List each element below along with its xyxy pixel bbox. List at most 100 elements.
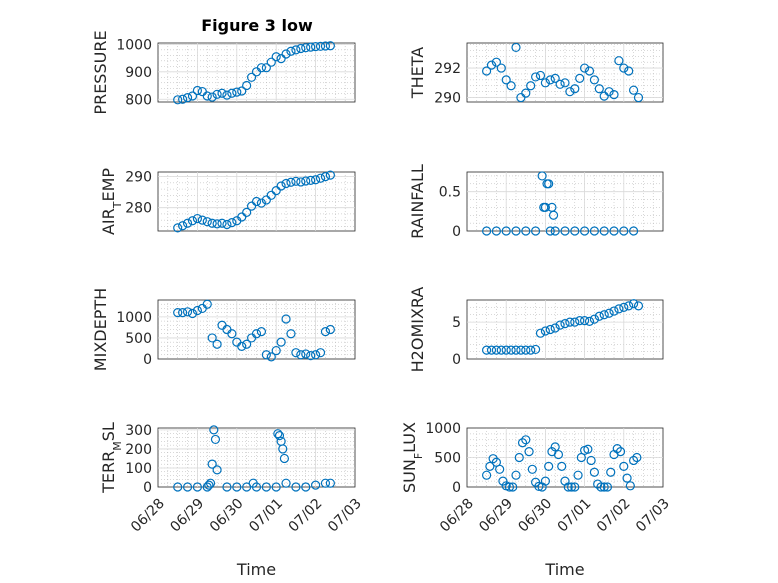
- data-point: [276, 54, 286, 64]
- data-point: [182, 218, 193, 228]
- data-point: [511, 470, 521, 480]
- y-tick-label: 280: [125, 201, 152, 217]
- data-point: [485, 461, 495, 471]
- data-point: [286, 329, 296, 339]
- data-point: [242, 80, 252, 91]
- y-axis-label: AIRTEMP: [99, 168, 124, 235]
- data-point: [511, 345, 521, 355]
- data-point: [256, 63, 267, 73]
- data-point: [619, 63, 629, 73]
- series-markers: [482, 171, 639, 236]
- series-markers: [482, 435, 642, 492]
- y-tick-label: 1000: [116, 37, 152, 53]
- data-point: [517, 438, 528, 448]
- data-point: [628, 226, 639, 236]
- data-point: [498, 476, 508, 486]
- data-point: [251, 482, 262, 492]
- data-point: [482, 470, 492, 480]
- y-axis-label: TERRMSL: [99, 422, 124, 494]
- data-point: [291, 45, 301, 55]
- data-point: [516, 345, 526, 355]
- data-point: [212, 339, 222, 349]
- data-point: [589, 467, 600, 477]
- data-point: [311, 350, 321, 360]
- data-point: [278, 444, 288, 454]
- x-tick-label: 06/28: [437, 496, 477, 536]
- data-point: [496, 63, 506, 73]
- data-point: [320, 478, 331, 488]
- data-point: [540, 476, 551, 486]
- y-tick-label: 500: [434, 451, 461, 467]
- data-point: [173, 482, 183, 492]
- data-point: [570, 317, 580, 327]
- data-point: [222, 219, 232, 230]
- data-point: [237, 341, 247, 351]
- data-point: [261, 350, 271, 360]
- data-point: [632, 452, 642, 463]
- data-point: [266, 57, 276, 67]
- y-tick-label: 300: [125, 423, 152, 439]
- y-tick-label: 200: [125, 442, 152, 458]
- data-point: [589, 226, 600, 236]
- y-axis-label: RAINFALL: [408, 164, 427, 239]
- data-point: [548, 210, 559, 220]
- data-point: [550, 226, 560, 236]
- data-point: [589, 314, 600, 324]
- data-point: [604, 87, 614, 97]
- data-point: [261, 195, 271, 205]
- data-point: [251, 329, 262, 339]
- x-tick-label: 06/28: [128, 496, 168, 536]
- data-point: [256, 198, 267, 208]
- data-point: [178, 94, 188, 104]
- data-point: [544, 179, 554, 189]
- data-point: [227, 88, 237, 98]
- data-point: [204, 480, 214, 490]
- data-point: [501, 75, 511, 85]
- axes-box: [466, 171, 664, 232]
- data-point: [526, 345, 536, 355]
- data-point: [246, 72, 257, 82]
- subplot-6: 0 5 H2OMIXRA: [408, 287, 664, 372]
- data-point: [266, 190, 276, 200]
- data-point: [579, 63, 590, 73]
- data-point: [557, 461, 567, 471]
- data-point: [301, 482, 311, 492]
- subplot-2: 290 292 THETA: [408, 42, 664, 107]
- data-point: [589, 75, 600, 85]
- data-point: [563, 482, 573, 492]
- data-point: [633, 92, 644, 103]
- data-point: [173, 308, 183, 318]
- y-tick-label: 1000: [425, 421, 461, 437]
- data-point: [276, 181, 286, 191]
- x-tick-label: 07/01: [246, 496, 286, 536]
- data-point: [246, 201, 257, 211]
- data-point: [511, 226, 521, 236]
- y-tick-label: 500: [125, 331, 152, 347]
- data-point: [178, 221, 188, 231]
- data-point: [227, 329, 237, 339]
- data-point: [622, 473, 632, 483]
- data-point: [495, 464, 505, 474]
- data-point: [573, 470, 583, 480]
- data-point: [296, 43, 306, 54]
- data-point: [306, 175, 316, 185]
- data-point: [534, 481, 544, 492]
- y-axis-label: THETA: [408, 47, 427, 99]
- y-tick-label: 100: [125, 461, 152, 477]
- data-point: [550, 442, 560, 452]
- data-point: [311, 175, 321, 185]
- data-point: [553, 449, 564, 460]
- axes-box: [157, 427, 356, 488]
- axes-box: [466, 42, 664, 103]
- x-tick-label: 06/29: [167, 496, 207, 536]
- data-point: [315, 173, 326, 183]
- data-point: [596, 482, 606, 492]
- x-tick-label: 07/02: [286, 496, 326, 536]
- y-tick-label: 0.5: [439, 185, 461, 201]
- data-point: [614, 56, 624, 66]
- y-tick-label: 1000: [116, 310, 152, 326]
- data-point: [615, 447, 626, 457]
